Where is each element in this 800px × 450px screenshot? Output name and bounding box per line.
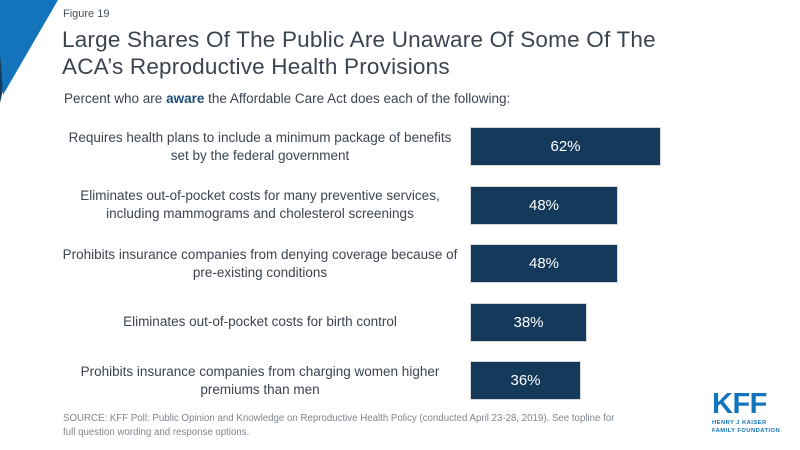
bar-category-label: Prohibits insurance companies from charg… xyxy=(80,363,440,397)
bar-value-label: 48% xyxy=(528,196,560,214)
chart-row: Eliminates out-of-pocket costs for many … xyxy=(60,185,661,225)
chart-subtitle: Percent who are aware the Affordable Car… xyxy=(64,91,510,106)
bar-value-label: 38% xyxy=(513,313,544,331)
chart-title-line1: Large Shares Of The Public Are Unaware O… xyxy=(62,27,656,52)
bar-category-label: Eliminates out-of-pocket costs for birth… xyxy=(123,314,397,329)
subtitle-suffix: the Affordable Care Act does each of the… xyxy=(204,91,511,106)
chart-title: Large Shares Of The Public Are Unaware O… xyxy=(62,26,656,80)
bar: 48% xyxy=(470,185,618,225)
subtitle-bold-word: aware xyxy=(166,91,205,106)
figure-number: Figure 19 xyxy=(63,8,110,20)
chart-row: Requires health plans to include a minim… xyxy=(60,127,661,166)
kff-logo: KFF HENRY J KAISER FAMILY FOUNDATION xyxy=(712,389,782,435)
subtitle-prefix: Percent who are xyxy=(64,91,167,106)
source-note: SOURCE: KFF Poll: Public Opinion and Kno… xyxy=(63,413,615,438)
bar: 62% xyxy=(470,127,661,166)
bar-category-label: Eliminates out-of-pocket costs for many … xyxy=(80,188,440,221)
kff-logo-acronym: KFF xyxy=(712,388,767,420)
bar-value-label: 36% xyxy=(510,372,541,389)
kff-logo-line2: FAMILY FOUNDATION xyxy=(712,428,781,434)
corner-accent-triangle xyxy=(0,0,58,103)
bar-chart: Requires health plans to include a minim… xyxy=(60,127,661,400)
kff-logo-line1: HENRY J KAISER xyxy=(712,420,767,426)
bar-category-label: Requires health plans to include a minim… xyxy=(68,129,452,163)
chart-title-line2: ACA’s Reproductive Health Provisions xyxy=(62,54,450,79)
bar-value-label: 62% xyxy=(550,138,581,155)
bar-category-label: Prohibits insurance companies from denyi… xyxy=(62,246,458,280)
bar: 48% xyxy=(470,244,618,283)
bar: 36% xyxy=(470,361,581,400)
chart-row: Prohibits insurance companies from charg… xyxy=(60,361,661,400)
bar-value-label: 48% xyxy=(528,255,560,272)
chart-row: Prohibits insurance companies from denyi… xyxy=(60,244,661,283)
bar: 38% xyxy=(470,302,587,342)
chart-row: Eliminates out-of-pocket costs for birth… xyxy=(60,302,661,342)
